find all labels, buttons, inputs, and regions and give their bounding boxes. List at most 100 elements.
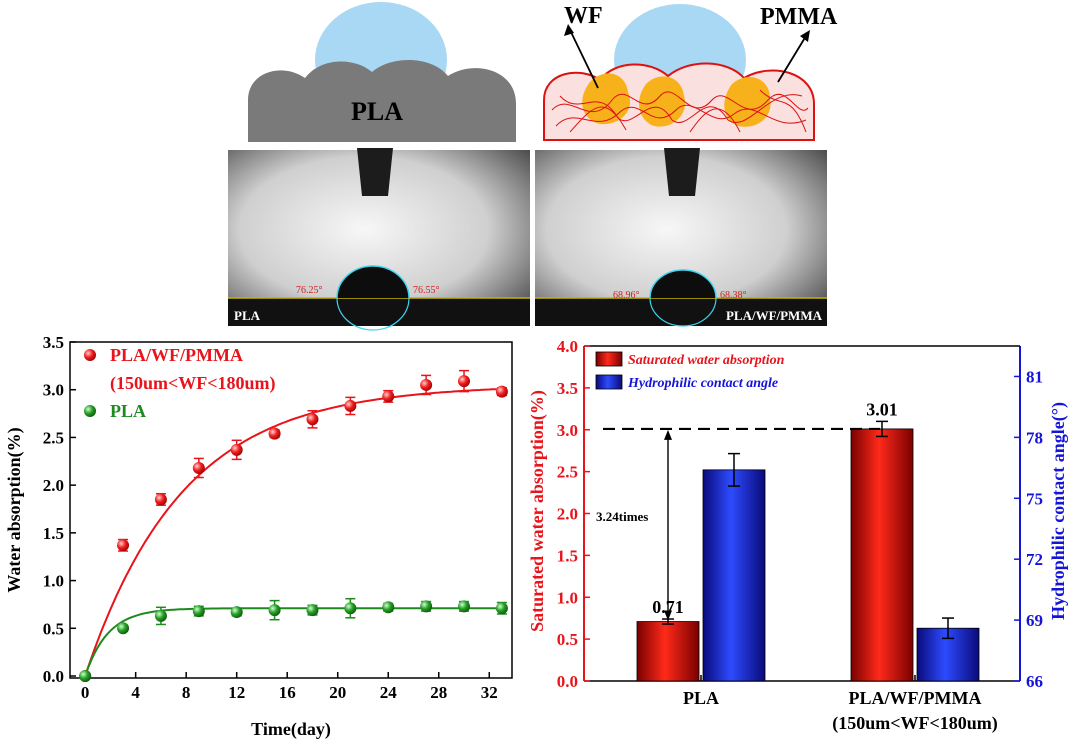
y-tick-label: 0.0: [557, 672, 578, 691]
y-tick-label: 1.5: [557, 546, 578, 565]
ratio-annotation: 3.24times: [596, 509, 648, 524]
fit-line-pla: [84, 607, 502, 677]
angle-left: 76.25°: [296, 285, 323, 296]
schematic-composite: WF PMMA: [543, 3, 838, 141]
y-tick-label: 1.0: [43, 572, 64, 591]
pmma-arrow: [777, 35, 807, 83]
y-tick-label: 0.5: [43, 619, 64, 638]
x-axis-label: Time(day): [251, 719, 331, 740]
y-tick-label: 0.0: [43, 667, 64, 686]
data-point-composite: [458, 375, 471, 388]
category-sublabel: (150um<WF<180um): [832, 713, 998, 734]
y-tick-label: 1.5: [43, 524, 64, 543]
y-tick-label: 3.0: [557, 421, 578, 440]
legend-label-angle: Hydrophilic contact angle: [627, 376, 778, 391]
data-point-pla: [458, 600, 471, 613]
data-point-pla: [344, 602, 357, 615]
data-point-composite: [154, 493, 167, 506]
data-point-pla: [230, 606, 243, 619]
pmma-label: PMMA: [760, 4, 838, 30]
bar-absorption: [636, 621, 700, 682]
x-tick-label: 32: [481, 683, 498, 702]
x-tick-label: 24: [380, 683, 398, 702]
legend-label-composite-note: (150um<WF<180um): [110, 373, 276, 394]
y-axis-label: Water absorption(%): [4, 427, 25, 592]
bar-contact-angle: [702, 469, 766, 682]
legend: Saturated water absorption Hydrophilic c…: [595, 351, 785, 391]
y-tick-label: 3.5: [557, 379, 578, 398]
x-tick-label: 16: [279, 683, 296, 702]
schematic-pla: PLA: [248, 2, 516, 143]
photo-label: PLA: [234, 308, 261, 323]
data-point-pla: [192, 605, 205, 618]
legend-swatch-angle: [595, 374, 623, 390]
legend-marker-composite: [84, 349, 96, 361]
contact-angle-photo-pla: 76.25° 76.55° PLA: [228, 148, 530, 331]
data-point-composite: [192, 461, 205, 474]
droplet-profile: [649, 269, 717, 299]
arrow-head-icon: [664, 429, 672, 440]
needle-icon: [664, 148, 700, 196]
legend-swatch-absorption: [595, 351, 623, 367]
fit-line-composite: [84, 387, 502, 677]
wf-arrow: [569, 29, 599, 89]
arrow-head-icon: [664, 610, 672, 621]
pla-substrate-label: PLA: [351, 97, 403, 126]
y2-tick-label: 78: [1026, 428, 1043, 447]
legend-marker-pla: [84, 405, 96, 417]
legend-label-composite: PLA/WF/PMMA: [110, 345, 243, 365]
water-absorption-chart: 0.0 0.5 1.0 1.5 2.0 2.5 3.0 3.5 0 4 8 12 16 20 24 28 32…: [4, 333, 513, 740]
category-label: PLA: [683, 688, 719, 708]
data-point-pla: [268, 604, 281, 617]
data-point-composite: [344, 399, 357, 412]
category-label: PLA/WF/PMMA: [849, 688, 982, 708]
data-point-pla: [382, 601, 395, 614]
x-tick-label: 4: [131, 683, 140, 702]
data-point-composite: [268, 427, 281, 440]
contact-angle-photo-composite: 68.96° 68.38° PLA/WF/PMMA: [535, 148, 827, 327]
data-point-composite: [382, 390, 395, 403]
data-point-pla: [495, 602, 508, 615]
bar-absorption: [850, 428, 914, 682]
y-tick-label: 0.5: [557, 630, 578, 649]
needle-icon: [357, 148, 393, 196]
legend-label-pla: PLA: [110, 401, 146, 421]
angle-right: 76.55°: [413, 285, 440, 296]
y-tick-label: 3.5: [43, 333, 64, 352]
data-point-pla: [79, 670, 92, 682]
pla-substrate-shape: [248, 60, 516, 143]
y-tick-label: 1.0: [557, 588, 578, 607]
wf-label: WF: [564, 3, 603, 29]
data-point-pla: [154, 609, 167, 622]
data-point-composite: [495, 385, 508, 398]
droplet-profile: [336, 265, 410, 299]
photo-label: PLA/WF/PMMA: [726, 308, 823, 323]
value-label: 3.01: [866, 399, 898, 419]
y2-tick-label: 69: [1026, 611, 1043, 630]
y2-tick-label: 66: [1026, 672, 1043, 691]
x-tick-label: 20: [329, 683, 346, 702]
y-tick-label: 2.5: [557, 463, 578, 482]
pmma-chains: [551, 89, 809, 133]
saturated-absorption-chart: 0.0 0.5 1.0 1.5 2.0 2.5 3.0 3.5 4.0 66 69 72 75 78 81…: [527, 337, 1069, 734]
data-point-pla: [117, 622, 130, 635]
data-point-pla: [420, 600, 433, 613]
y2-tick-label: 75: [1026, 489, 1043, 508]
data-point-composite: [306, 413, 319, 426]
data-point-composite: [420, 378, 433, 391]
y-tick-label: 4.0: [557, 337, 578, 356]
x-tick-label: 28: [430, 683, 447, 702]
data-point-pla: [306, 604, 319, 617]
angle-left: 68.96°: [613, 290, 640, 301]
legend: PLA/WF/PMMA (150um<WF<180um) PLA: [84, 345, 276, 421]
y-tick-label: 2.5: [43, 428, 64, 447]
y2-tick-label: 72: [1026, 550, 1043, 569]
angle-right: 68.38°: [720, 290, 747, 301]
y2-tick-label: 81: [1026, 367, 1043, 386]
y2-axis-label: Hydrophilic contact angle(°): [1048, 402, 1069, 620]
y-tick-label: 3.0: [43, 381, 64, 400]
y-tick-label: 2.0: [43, 476, 64, 495]
y-axis-label: Saturated water absorption(%): [527, 390, 548, 632]
x-tick-label: 8: [182, 683, 191, 702]
